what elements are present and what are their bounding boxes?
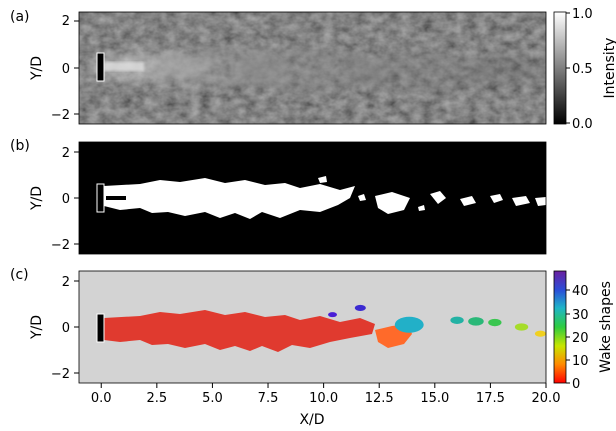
yaxis-c: 2 0 −2 Y/D [29, 275, 79, 382]
cbar-c-tick-10: 10 [572, 354, 589, 369]
ytick-a-0: 0 [62, 62, 70, 77]
cbar-c-label: Wake shapes [598, 281, 614, 373]
wake-shape-main [104, 310, 375, 352]
ytick-c-neg2: −2 [51, 367, 70, 382]
panel-label-c: (c) [10, 267, 29, 283]
xtick-label: 0.0 [91, 391, 112, 406]
cbar-c-tick-40: 40 [572, 284, 589, 299]
wake-shape-blob [394, 316, 424, 333]
binary-wake-region [104, 176, 546, 219]
ylabel-a: Y/D [29, 56, 45, 81]
wake-shape-blob [514, 323, 529, 331]
ytick-b-neg2: −2 [51, 238, 70, 253]
ytick-b-0: 0 [62, 192, 70, 207]
cbar-a-tick-1: 1.0 [572, 7, 593, 22]
cbar-a-tick-0: 0.0 [572, 117, 593, 132]
wake-shape-blob [450, 316, 464, 324]
panel-a: (a) 2 0 −2 Y/D [10, 7, 616, 132]
cylinder-marker-b [96, 183, 105, 213]
ytick-a-2: 2 [62, 14, 70, 29]
xtick-label: 2.5 [146, 391, 167, 406]
yaxis-b: 2 0 −2 Y/D [29, 146, 79, 253]
ytick-a-neg2: −2 [51, 108, 70, 123]
wake-shapes-image [79, 271, 546, 383]
binary-mask-image [79, 142, 546, 254]
wake-shape-blob [354, 304, 366, 312]
panel-b: (b) 2 0 − [10, 138, 547, 255]
xtick-label: 10.0 [309, 391, 338, 406]
wake-shape-blob [328, 312, 337, 318]
ylabel-c: Y/D [29, 315, 45, 340]
xtick-label: 17.5 [476, 391, 505, 406]
cbar-c-tick-20: 20 [572, 331, 589, 346]
panel-c: (c) 2 0 −2 Y/D X/D 0.0 2.5 5.0 7.5 10.0 12.5 1… [10, 267, 614, 428]
xlabel: X/D [299, 412, 324, 428]
xtick-label: 15.0 [420, 391, 449, 406]
ylabel-b: Y/D [29, 186, 45, 211]
ytick-b-2: 2 [62, 146, 70, 161]
xtick-label: 12.5 [365, 391, 394, 406]
xtick-label: 20.0 [532, 391, 561, 406]
cbar-c-tick-0: 0 [572, 377, 580, 392]
panel-label-b: (b) [10, 138, 30, 154]
colorbar-intensity: 1.0 0.5 0.0 Intensity [553, 7, 616, 132]
cbar-c-tick-30: 30 [572, 308, 589, 323]
ytick-c-0: 0 [62, 321, 70, 336]
panel-label-a: (a) [10, 9, 30, 25]
xtick-label: 7.5 [258, 391, 279, 406]
ytick-c-2: 2 [62, 275, 70, 290]
wake-shape-blob [488, 318, 502, 327]
cylinder-marker-a [96, 52, 105, 82]
cbar-a-label: Intensity [602, 38, 616, 99]
wake-shape-blob [468, 317, 484, 326]
yaxis-a: 2 0 −2 Y/D [29, 14, 79, 123]
colorbar-wake-shapes: 40 30 20 10 0 Wake shapes [553, 270, 614, 392]
wake-shape-blob [534, 330, 546, 337]
intensity-image [79, 12, 546, 124]
xtick-label: 5.0 [202, 391, 223, 406]
cbar-a-tick-05: 0.5 [572, 62, 593, 77]
xaxis-c: X/D 0.0 2.5 5.0 7.5 10.0 12.5 15.0 17.5 20.0 [91, 383, 561, 428]
cylinder-marker-c [96, 313, 105, 343]
wake-shape-blobs [328, 304, 546, 337]
